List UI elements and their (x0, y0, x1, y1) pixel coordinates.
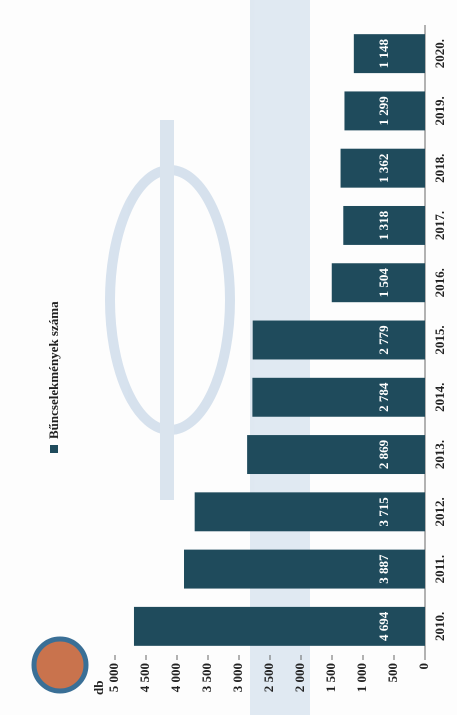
y-tick-label: 2 500 (261, 663, 276, 692)
x-tick-label: 2018. (432, 154, 447, 183)
logo (31, 636, 89, 694)
bar (343, 205, 425, 245)
x-tick-label: 2016. (432, 268, 447, 297)
x-tick-label: 2015. (432, 325, 447, 354)
bar (340, 148, 425, 188)
data-label: 1 362 (376, 154, 391, 183)
bar (247, 435, 425, 475)
bar (184, 549, 425, 589)
y-tick-label: 4 500 (137, 663, 152, 692)
y-tick-label: 3 500 (199, 663, 214, 692)
bar (331, 263, 426, 303)
y-tick-label: 5 000 (106, 663, 121, 692)
data-label: 4 694 (376, 611, 391, 641)
bar (252, 320, 425, 360)
y-tick-label: 1 500 (323, 663, 338, 692)
x-tick-label: 2013. (432, 440, 447, 469)
data-label: 3 887 (376, 554, 391, 584)
data-label: 1 148 (376, 39, 391, 69)
y-tick-label: 2 000 (292, 663, 307, 692)
y-tick-label: 500 (385, 663, 400, 683)
legend-label: Bűncselekmények száma (46, 301, 61, 439)
bar (252, 377, 425, 417)
bar (344, 91, 426, 131)
y-axis-label: db (91, 681, 106, 695)
x-tick-label: 2010. (432, 612, 447, 641)
x-tick-label: 2014. (432, 383, 447, 412)
data-label: 1 299 (376, 96, 391, 126)
data-label: 2 869 (376, 439, 391, 469)
x-tick-label: 2012. (432, 497, 447, 526)
data-label: 2 779 (376, 325, 391, 355)
y-tick-label: 4 000 (168, 663, 183, 692)
y-tick-label: 1 000 (354, 663, 369, 692)
data-label: 1 504 (376, 268, 391, 298)
y-tick-label: 0 (416, 663, 431, 670)
plot-area: db Bűncselekmények száma 0 500 1 000 1 500 2… (31, 25, 447, 695)
bar (353, 34, 426, 74)
x-tick-label: 2017. (432, 211, 447, 240)
y-tick-label: 3 000 (230, 663, 245, 692)
legend-swatch (50, 445, 58, 453)
bar (133, 606, 426, 646)
data-label: 3 715 (376, 497, 391, 527)
x-tick-label: 2011. (432, 555, 447, 584)
x-tick-label: 2019. (432, 96, 447, 125)
data-label: 1 318 (376, 210, 391, 240)
bar (194, 492, 425, 532)
x-tick-label: 2020. (432, 39, 447, 68)
data-label: 2 784 (376, 382, 391, 412)
